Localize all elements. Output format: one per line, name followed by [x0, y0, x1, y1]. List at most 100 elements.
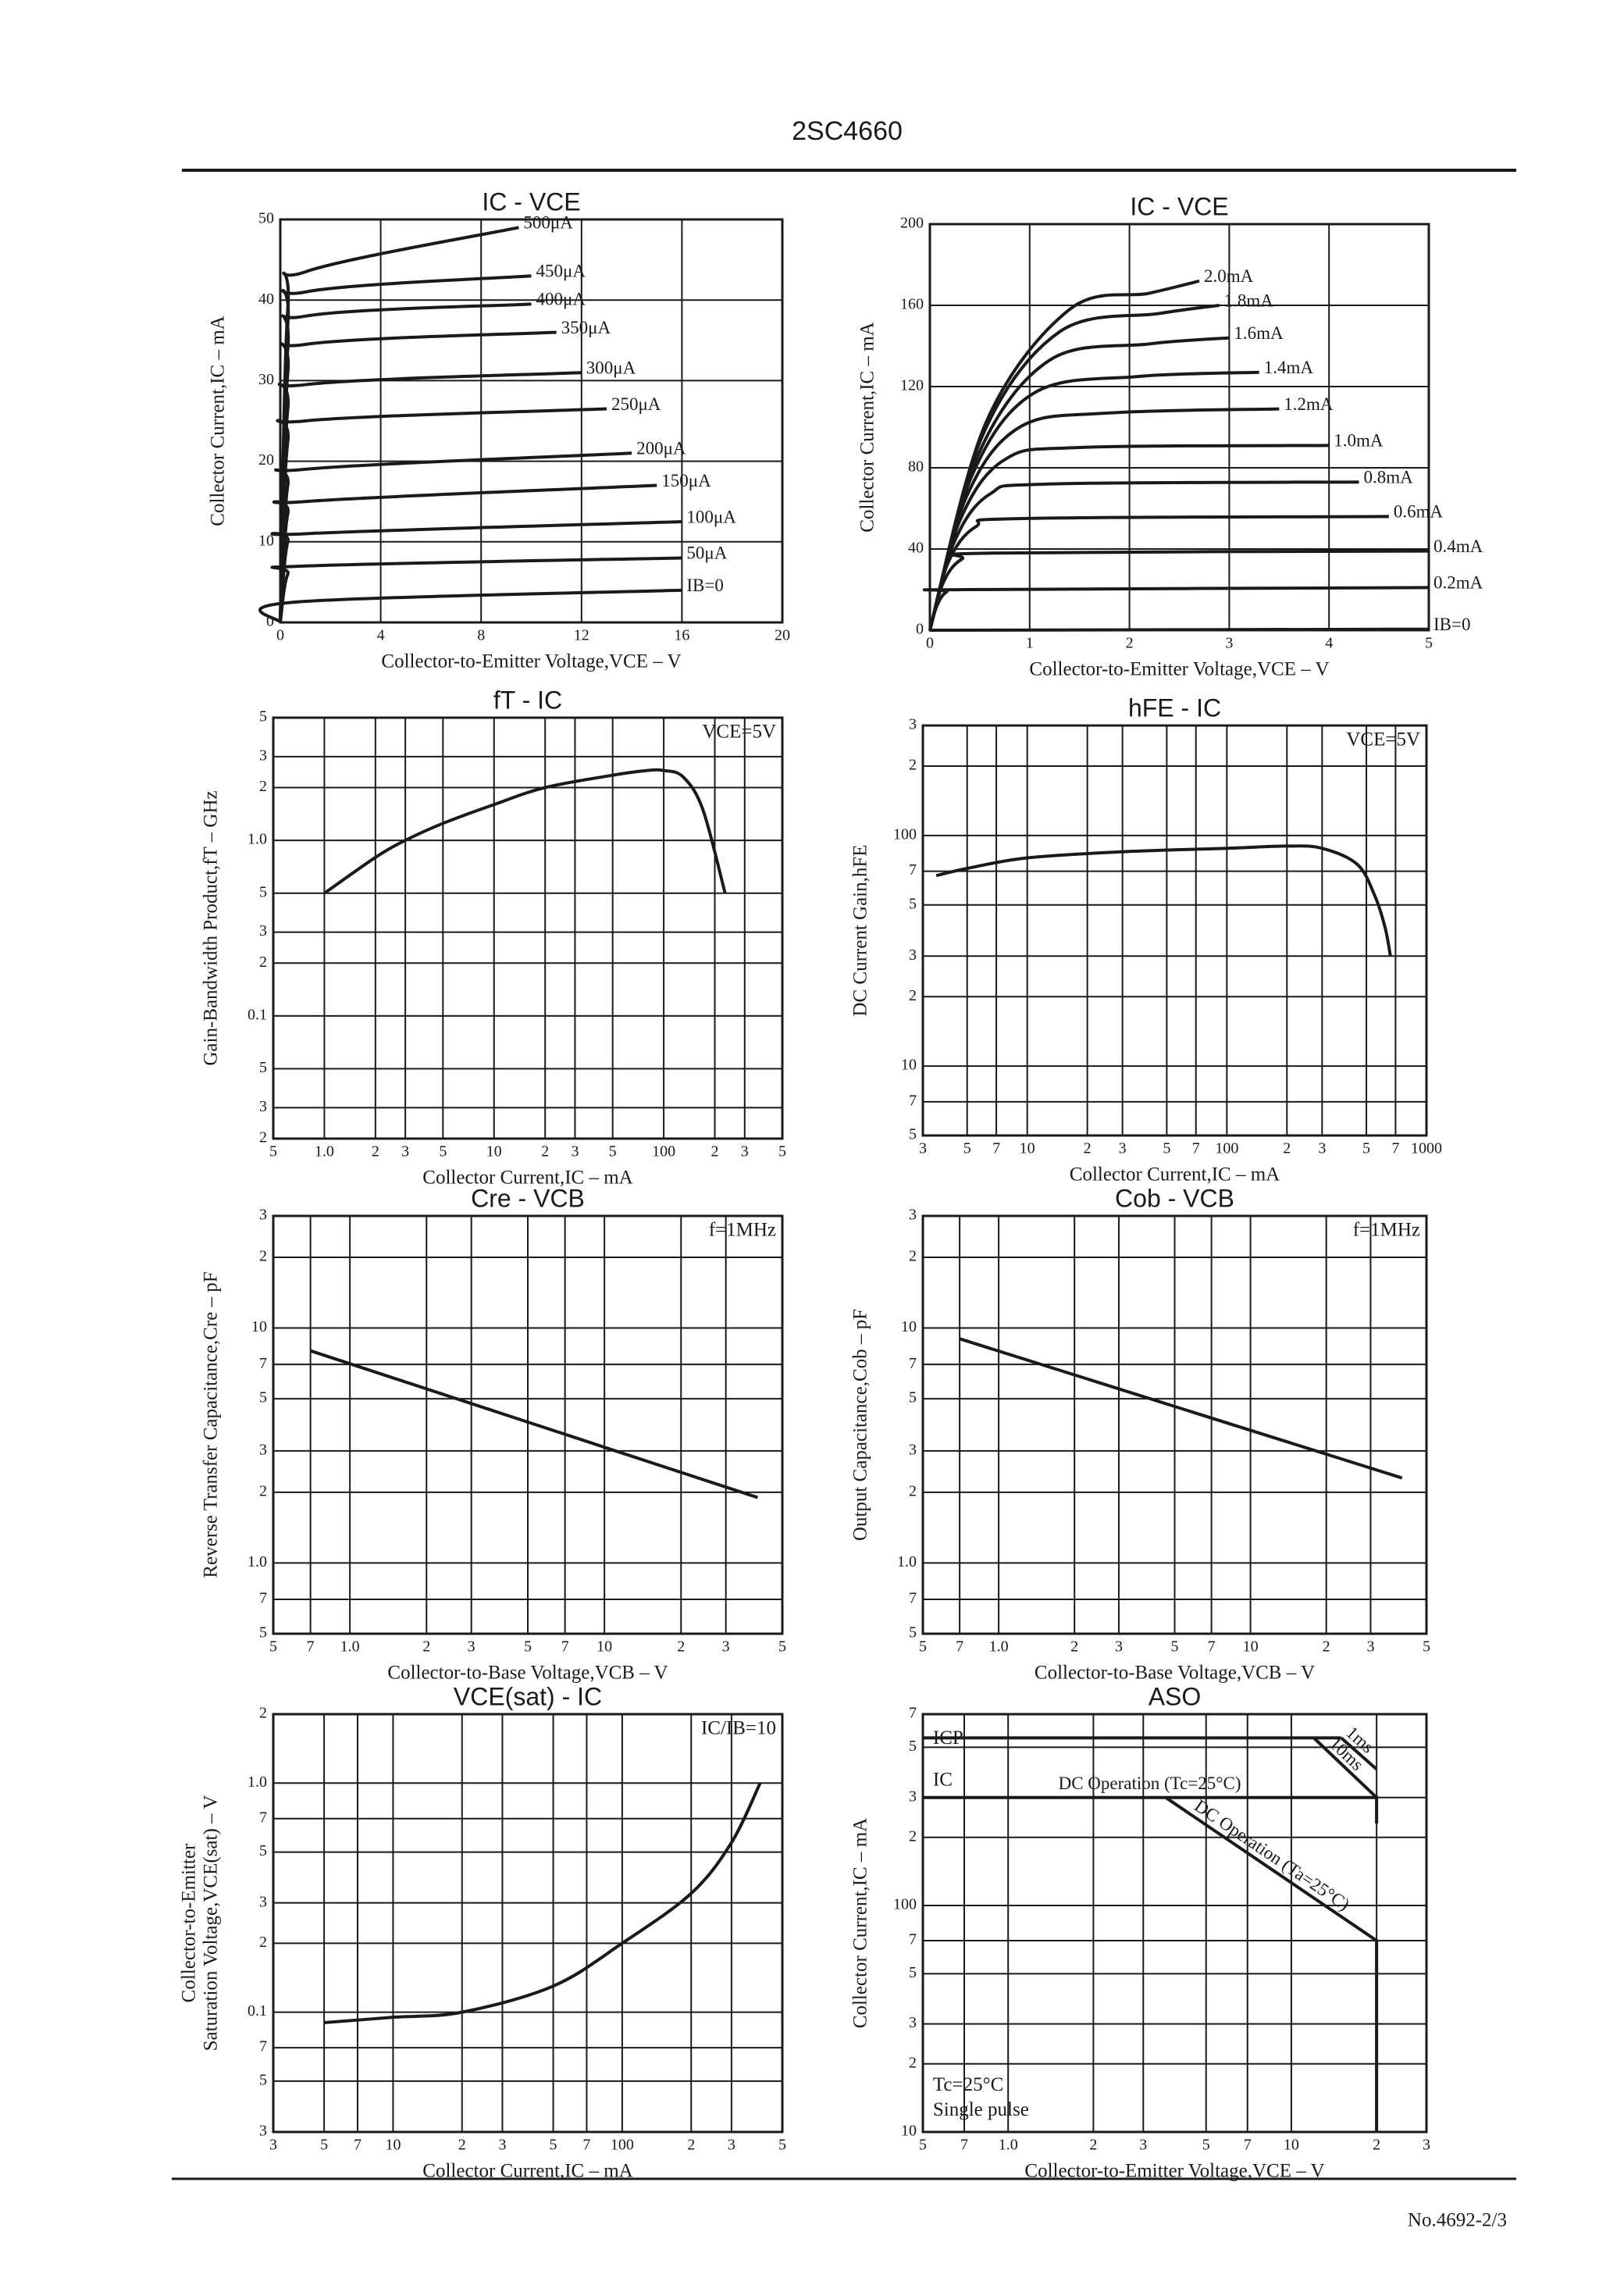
annotation: IC [933, 1769, 953, 1790]
chart-title: ASO [1149, 1682, 1202, 1710]
y-tick-label: 3 [259, 1098, 267, 1115]
y-tick-label: 2 [909, 1248, 917, 1265]
y-tick-label: 20 [258, 451, 274, 469]
x-tick-label: 5 [1163, 1140, 1170, 1157]
y-axis-label: Collector Current,IC – mA [857, 322, 878, 532]
y-tick-label: 2 [259, 1129, 267, 1146]
y-axis-label: Saturation Voltage,VCE(sat) – V [201, 1795, 222, 2052]
curve-label: 1.0mA [1334, 431, 1384, 451]
x-tick-label: 3 [1225, 635, 1233, 652]
annotation: f=1MHz [709, 1220, 776, 1241]
curve-label: DC Operation (Tc=25°C) [1059, 1774, 1241, 1793]
x-tick-label: 1.0 [340, 1638, 360, 1656]
curve [323, 1782, 762, 2025]
y-tick-label: 5 [909, 1738, 917, 1755]
chart-title: Cre - VCB [471, 1184, 585, 1212]
y-tick-label: 5 [259, 1389, 267, 1406]
y-axis-label: DC Current Gain,hFE [850, 844, 871, 1016]
x-axis-label: Collector Current,IC – mA [1070, 1164, 1280, 1185]
y-tick-label: 2 [909, 1827, 917, 1845]
y-tick-label: 2 [259, 1482, 267, 1499]
x-axis-label: Collector-to-Base Voltage,VCB – V [1035, 1663, 1315, 1684]
annotation: Tc=25°C [933, 2074, 1003, 2095]
x-tick-label: 7 [992, 1140, 1000, 1157]
x-tick-label: 5 [963, 1140, 971, 1157]
x-tick-label: 3 [919, 1140, 927, 1157]
x-tick-label: 5 [778, 2137, 786, 2154]
x-tick-label: 3 [1318, 1140, 1326, 1157]
x-tick-label: 5 [524, 1638, 532, 1656]
curve [1312, 1736, 1378, 1799]
x-tick-label: 2 [1283, 1140, 1291, 1157]
x-tick-label: 3 [741, 1143, 749, 1160]
curve-label: 1.4mA [1264, 358, 1314, 377]
chart-title: hFE - IC [1128, 693, 1221, 722]
x-tick-label: 0 [276, 627, 284, 644]
y-tick-label: 7 [909, 861, 917, 879]
x-tick-label: 3 [1139, 2137, 1147, 2154]
curve [959, 1337, 1403, 1480]
x-tick-label: 3 [1119, 1140, 1127, 1157]
curve-label: IB=0 [1433, 615, 1470, 634]
y-tick-label: 3 [909, 1441, 917, 1458]
chart-title: Cob - VCB [1115, 1184, 1234, 1212]
curve [929, 627, 1430, 632]
y-tick-label: 10 [258, 532, 274, 549]
x-tick-label: 1.0 [999, 2137, 1018, 2154]
x-tick-label: 7 [561, 1638, 569, 1656]
y-axis-label: Output Capacitance,Cob – pF [850, 1309, 871, 1541]
page-number: No.4692-2/3 [1408, 2210, 1507, 2231]
annotation: Single pulse [933, 2099, 1029, 2120]
x-tick-label: 3 [1366, 1638, 1374, 1656]
x-tick-label: 3 [401, 1143, 409, 1160]
curve [323, 768, 727, 895]
x-tick-label: 2 [372, 1143, 379, 1160]
y-tick-label: 1.0 [897, 1553, 917, 1570]
x-tick-label: 10 [597, 1638, 612, 1656]
chart-title: IC - VCE [1130, 192, 1228, 220]
curve [928, 279, 1200, 631]
x-axis-label: Collector-to-Emitter Voltage,VCE – V [1029, 659, 1329, 680]
y-tick-label: 7 [909, 1705, 917, 1722]
x-tick-label: 7 [1244, 2137, 1252, 2154]
y-tick-label: 3 [909, 1788, 917, 1805]
y-axis-label: Collector Current,IC – mA [850, 1818, 871, 2028]
x-tick-label: 5 [919, 1638, 927, 1656]
x-tick-label: 7 [1192, 1140, 1200, 1157]
y-tick-label: 5 [259, 1624, 267, 1642]
y-tick-label: 30 [258, 371, 274, 388]
y-tick-label: 7 [909, 1355, 917, 1372]
x-tick-label: 2 [1084, 1140, 1092, 1157]
y-tick-label: 1.0 [248, 1774, 267, 1791]
y-tick-label: 3 [259, 1893, 267, 1910]
curve-label: 1.6mA [1234, 323, 1284, 343]
curve-label: 0.6mA [1394, 502, 1444, 522]
y-tick-label: 7 [259, 1809, 267, 1826]
y-tick-label: 2 [259, 954, 267, 971]
curve-label: 2.0mA [1204, 266, 1254, 286]
x-tick-label: 10 [1243, 1638, 1259, 1656]
x-axis-label: Collector-to-Base Voltage,VCB – V [387, 1663, 668, 1684]
y-tick-label: 3 [909, 2014, 917, 2031]
annotation: f=1MHz [1353, 1220, 1420, 1241]
y-tick-label: 40 [258, 291, 274, 308]
y-tick-label: 0 [916, 621, 924, 638]
curve-label: 400μA [536, 290, 586, 309]
x-tick-label: 3 [722, 1638, 730, 1656]
chart-title: VCE(sat) - IC [454, 1682, 602, 1710]
y-tick-label: 5 [259, 1059, 267, 1076]
x-tick-label: 10 [486, 1143, 502, 1160]
x-axis-label: Collector Current,IC – mA [422, 2161, 632, 2182]
x-tick-label: 4 [377, 627, 385, 644]
x-tick-label: 1.0 [315, 1143, 334, 1160]
page-title: 2SC4660 [792, 116, 903, 146]
curve [279, 226, 519, 623]
y-tick-label: 5 [259, 2072, 267, 2089]
x-tick-label: 2 [1089, 2137, 1097, 2154]
y-tick-label: 5 [909, 1389, 917, 1406]
y-tick-label: 50 [258, 210, 274, 227]
x-tick-label: 2 [711, 1143, 719, 1160]
annotation: IC/IB=10 [701, 1718, 776, 1739]
chart-title: fT - IC [493, 686, 562, 714]
